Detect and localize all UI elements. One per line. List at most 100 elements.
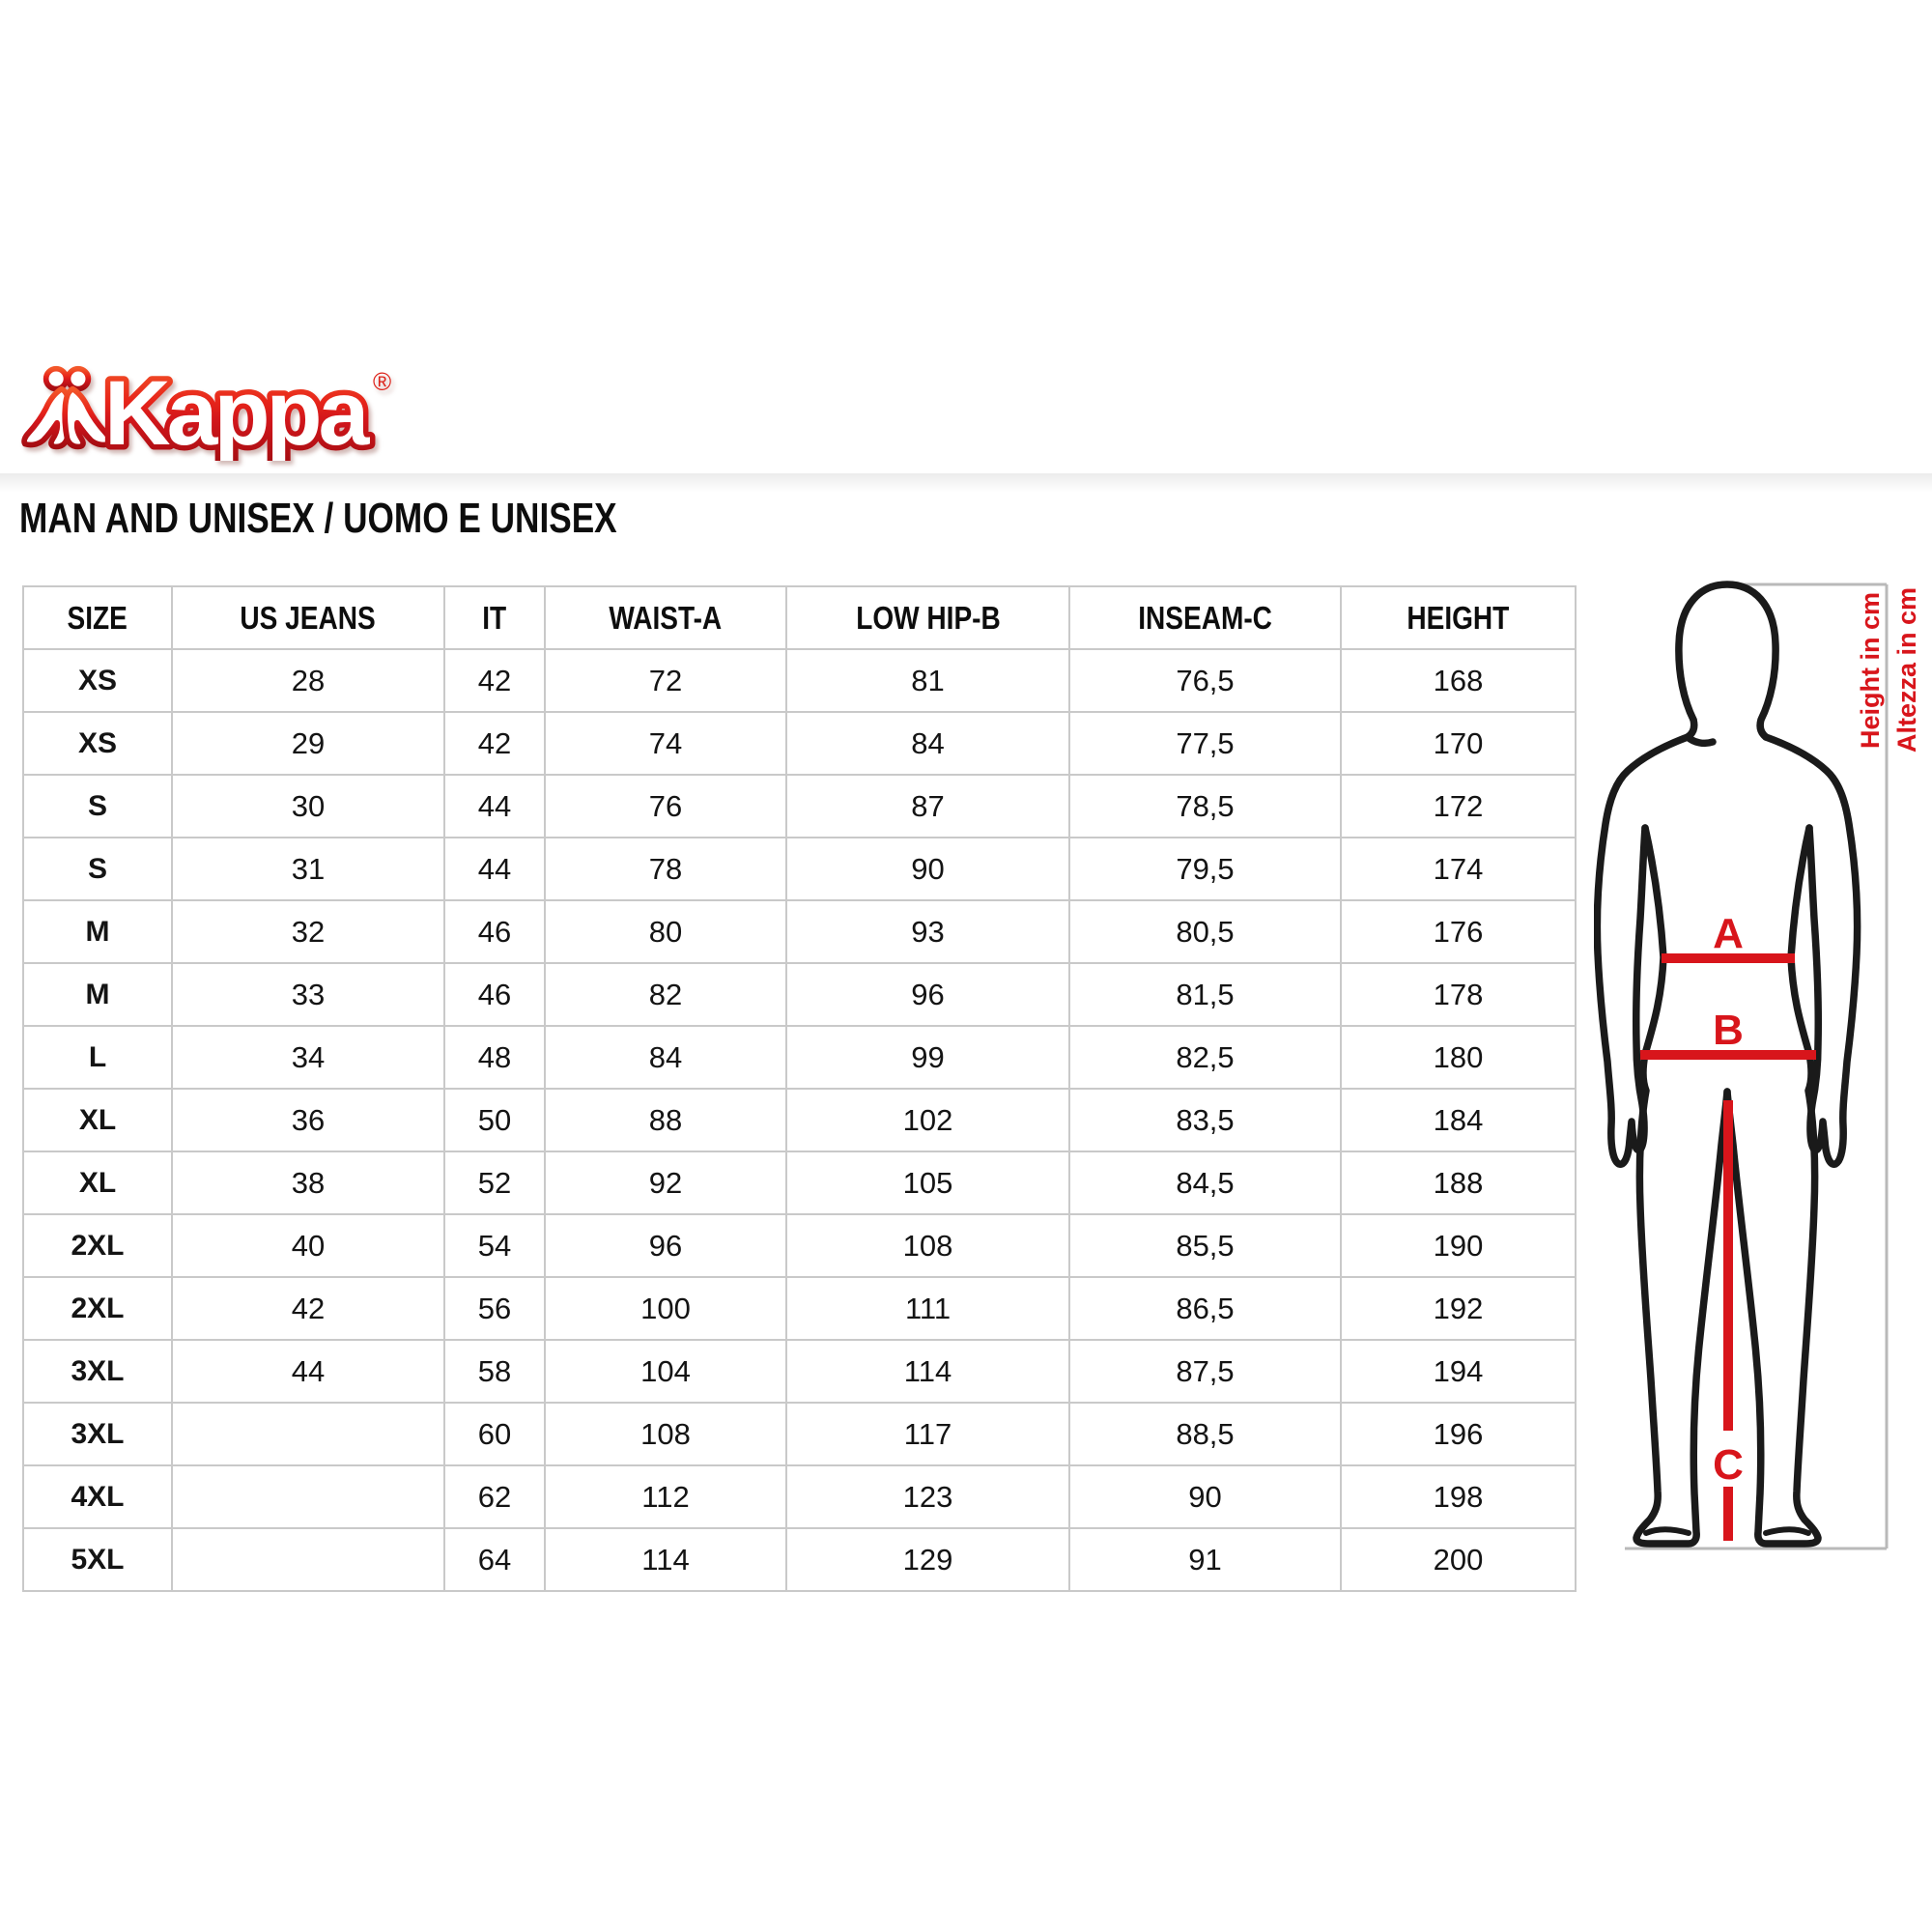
value-cell: 198	[1340, 1464, 1577, 1529]
value-cell: 38	[171, 1151, 445, 1215]
size-cell: 2XL	[22, 1276, 173, 1341]
value-cell: 192	[1340, 1276, 1577, 1341]
table-row: 3XL 60 108 117 88,5 196	[22, 1402, 1577, 1466]
value-cell: 184	[1340, 1088, 1577, 1152]
size-cell: S	[22, 837, 173, 901]
column-header: SIZE	[22, 585, 173, 650]
size-cell: XL	[22, 1151, 173, 1215]
value-cell: 62	[443, 1464, 546, 1529]
table-row: XL 38 52 92 105 84,5 188	[22, 1151, 1577, 1215]
table-row: M 33 46 82 96 81,5 178	[22, 962, 1577, 1027]
value-cell: 108	[544, 1402, 787, 1466]
value-cell: 81,5	[1068, 962, 1342, 1027]
value-cell: 111	[785, 1276, 1070, 1341]
value-cell: 34	[171, 1025, 445, 1090]
value-cell: 112	[544, 1464, 787, 1529]
size-cell: M	[22, 899, 173, 964]
value-cell: 44	[171, 1339, 445, 1404]
value-cell: 82,5	[1068, 1025, 1342, 1090]
value-cell: 102	[785, 1088, 1070, 1152]
brand-wordmark: Kappa	[104, 362, 371, 461]
value-cell: 40	[171, 1213, 445, 1278]
value-cell: 46	[443, 962, 546, 1027]
value-cell: 88	[544, 1088, 787, 1152]
height-note-it: Altezza in cm	[1892, 587, 1921, 753]
value-cell: 33	[171, 962, 445, 1027]
value-cell: 42	[443, 648, 546, 713]
size-cell: XS	[22, 711, 173, 776]
size-cell: 2XL	[22, 1213, 173, 1278]
table-row: 2XL 42 56 100 111 86,5 192	[22, 1276, 1577, 1341]
value-cell: 56	[443, 1276, 546, 1341]
size-cell: 4XL	[22, 1464, 173, 1529]
value-cell: 194	[1340, 1339, 1577, 1404]
value-cell: 77,5	[1068, 711, 1342, 776]
page-title: MAN AND UNISEX / UOMO E UNISEX	[19, 495, 617, 542]
value-cell: 80	[544, 899, 787, 964]
value-cell: 42	[171, 1276, 445, 1341]
registered-mark: ®	[373, 367, 391, 396]
value-cell: 60	[443, 1402, 546, 1466]
value-cell: 86,5	[1068, 1276, 1342, 1341]
table-row: XS 29 42 74 84 77,5 170	[22, 711, 1577, 776]
value-cell	[171, 1527, 445, 1592]
value-cell: 82	[544, 962, 787, 1027]
table-row: 5XL 64 114 129 91 200	[22, 1527, 1577, 1592]
value-cell: 92	[544, 1151, 787, 1215]
value-cell: 80,5	[1068, 899, 1342, 964]
value-cell: 96	[785, 962, 1070, 1027]
value-cell: 76	[544, 774, 787, 838]
value-cell: 30	[171, 774, 445, 838]
value-cell: 46	[443, 899, 546, 964]
kappa-logo: Kappa ®	[10, 357, 415, 470]
value-cell: 100	[544, 1276, 787, 1341]
size-cell: 3XL	[22, 1402, 173, 1466]
column-header: IT	[443, 585, 546, 650]
size-cell: XL	[22, 1088, 173, 1152]
value-cell: 36	[171, 1088, 445, 1152]
value-cell	[171, 1402, 445, 1466]
value-cell: 74	[544, 711, 787, 776]
value-cell: 85,5	[1068, 1213, 1342, 1278]
value-cell: 48	[443, 1025, 546, 1090]
table-row: S 31 44 78 90 79,5 174	[22, 837, 1577, 901]
value-cell: 84,5	[1068, 1151, 1342, 1215]
value-cell: 123	[785, 1464, 1070, 1529]
table-row: 4XL 62 112 123 90 198	[22, 1464, 1577, 1529]
value-cell: 200	[1340, 1527, 1577, 1592]
waist-label: A	[1713, 910, 1744, 957]
hip-label: B	[1713, 1007, 1744, 1054]
value-cell: 54	[443, 1213, 546, 1278]
section-divider	[0, 473, 1932, 493]
value-cell: 190	[1340, 1213, 1577, 1278]
inseam-label: C	[1713, 1441, 1744, 1489]
value-cell: 29	[171, 711, 445, 776]
value-cell: 72	[544, 648, 787, 713]
value-cell: 114	[785, 1339, 1070, 1404]
value-cell: 79,5	[1068, 837, 1342, 901]
value-cell: 105	[785, 1151, 1070, 1215]
value-cell: 90	[785, 837, 1070, 901]
value-cell: 87,5	[1068, 1339, 1342, 1404]
value-cell: 32	[171, 899, 445, 964]
value-cell: 88,5	[1068, 1402, 1342, 1466]
size-cell: M	[22, 962, 173, 1027]
column-header: INSEAM-C	[1068, 585, 1342, 650]
table-row: M 32 46 80 93 80,5 176	[22, 899, 1577, 964]
value-cell: 168	[1340, 648, 1577, 713]
value-cell: 83,5	[1068, 1088, 1342, 1152]
value-cell: 174	[1340, 837, 1577, 901]
table-row: XL 36 50 88 102 83,5 184	[22, 1088, 1577, 1152]
value-cell: 28	[171, 648, 445, 713]
value-cell: 44	[443, 774, 546, 838]
table-row: 3XL 44 58 104 114 87,5 194	[22, 1339, 1577, 1404]
value-cell: 114	[544, 1527, 787, 1592]
value-cell: 91	[1068, 1527, 1342, 1592]
value-cell: 52	[443, 1151, 546, 1215]
size-cell: S	[22, 774, 173, 838]
value-cell	[171, 1464, 445, 1529]
value-cell: 172	[1340, 774, 1577, 838]
size-cell: L	[22, 1025, 173, 1090]
table-header-row: SIZE US JEANS IT WAIST-A LOW HIP-B INSEAM-C HE…	[22, 585, 1577, 650]
